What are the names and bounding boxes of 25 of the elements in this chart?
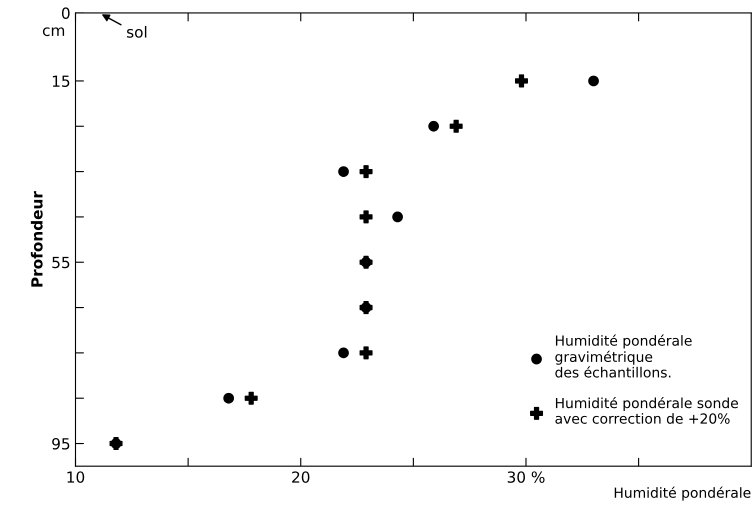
y-tick-label: 95 (52, 438, 70, 450)
point (338, 348, 349, 358)
point (360, 346, 373, 360)
x-tick-label: 30 % (508, 471, 545, 483)
y-axis-title: Profondeur (30, 191, 43, 287)
y-tick-label: 15 (52, 76, 70, 87)
legend-label: Humidité pondérale sonde avec correction de +20% (555, 396, 738, 424)
x-tick-label: 10 (67, 471, 84, 483)
point (360, 210, 373, 224)
legend-label: Humidité pondérale gravimétrique des échantillons. (555, 334, 692, 378)
point (514, 74, 528, 88)
point (360, 165, 373, 178)
point (588, 76, 599, 86)
y-tick-label: 55 (52, 256, 70, 268)
point (392, 212, 403, 222)
x-axis-title: Humidité pondérale (614, 486, 750, 501)
annotation: sol (127, 26, 146, 38)
point (244, 392, 258, 405)
point (223, 392, 234, 404)
y-tick-label: 0 (62, 7, 70, 19)
x-tick-label: 20 (292, 471, 310, 483)
point (338, 166, 349, 177)
text: cm (42, 27, 64, 36)
point (450, 120, 463, 133)
point (428, 120, 439, 132)
